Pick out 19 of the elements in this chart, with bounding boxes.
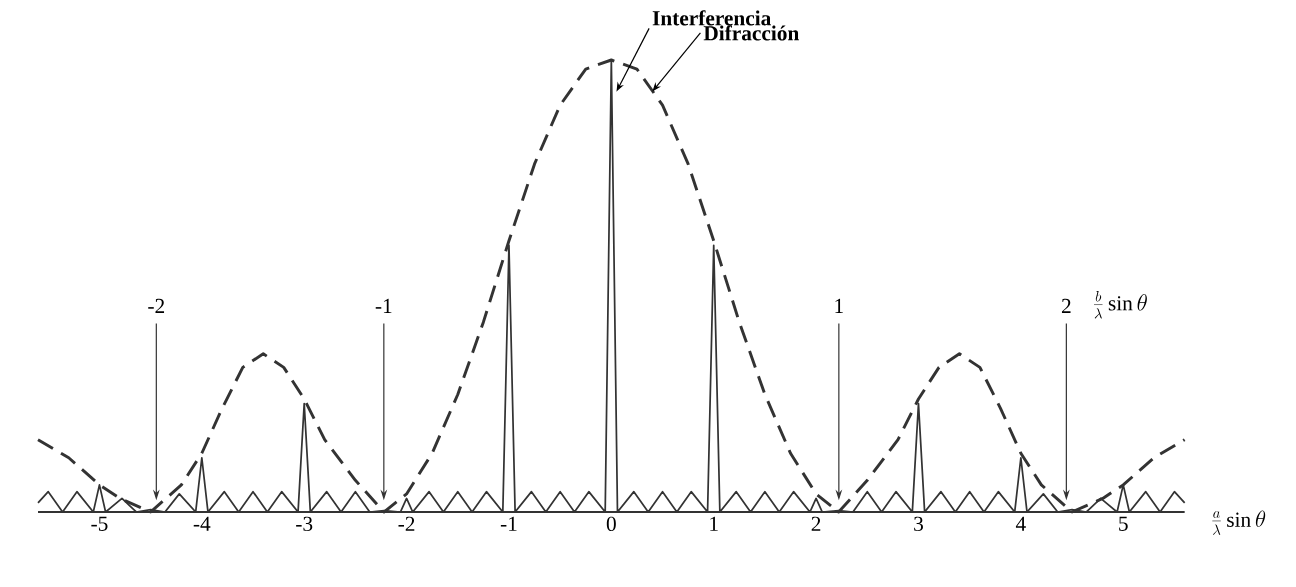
annotation: Difracción xyxy=(703,25,799,41)
x-tick-label: -3 xyxy=(296,516,313,532)
x-tick-label: 3 xyxy=(914,516,923,532)
x-tick-label: 1 xyxy=(710,516,718,531)
x-tick-label: 2 xyxy=(811,516,821,531)
x-tick-label: 4 xyxy=(1015,516,1026,531)
x2-axis-title: $\frac{b}{\lambda}\sin\theta$ xyxy=(1094,291,1147,319)
x-tick-label: -4 xyxy=(193,516,211,531)
x-tick-label: -5 xyxy=(91,516,108,532)
x2-tick-label: -1 xyxy=(375,299,392,314)
x2-tick-label: -2 xyxy=(148,298,165,314)
x2-tick-label: 1 xyxy=(835,299,843,314)
x-tick-label: -1 xyxy=(500,516,517,531)
x-tick-label: 0 xyxy=(606,516,616,532)
annotation: Interferencia xyxy=(652,10,771,26)
x2-tick-label: 2 xyxy=(1061,298,1071,314)
x-axis-title: $\frac{a}{\lambda}\sin\theta$ xyxy=(1212,510,1266,535)
x-tick-label: 5 xyxy=(1119,516,1128,532)
x-tick-label: -2 xyxy=(398,516,415,531)
